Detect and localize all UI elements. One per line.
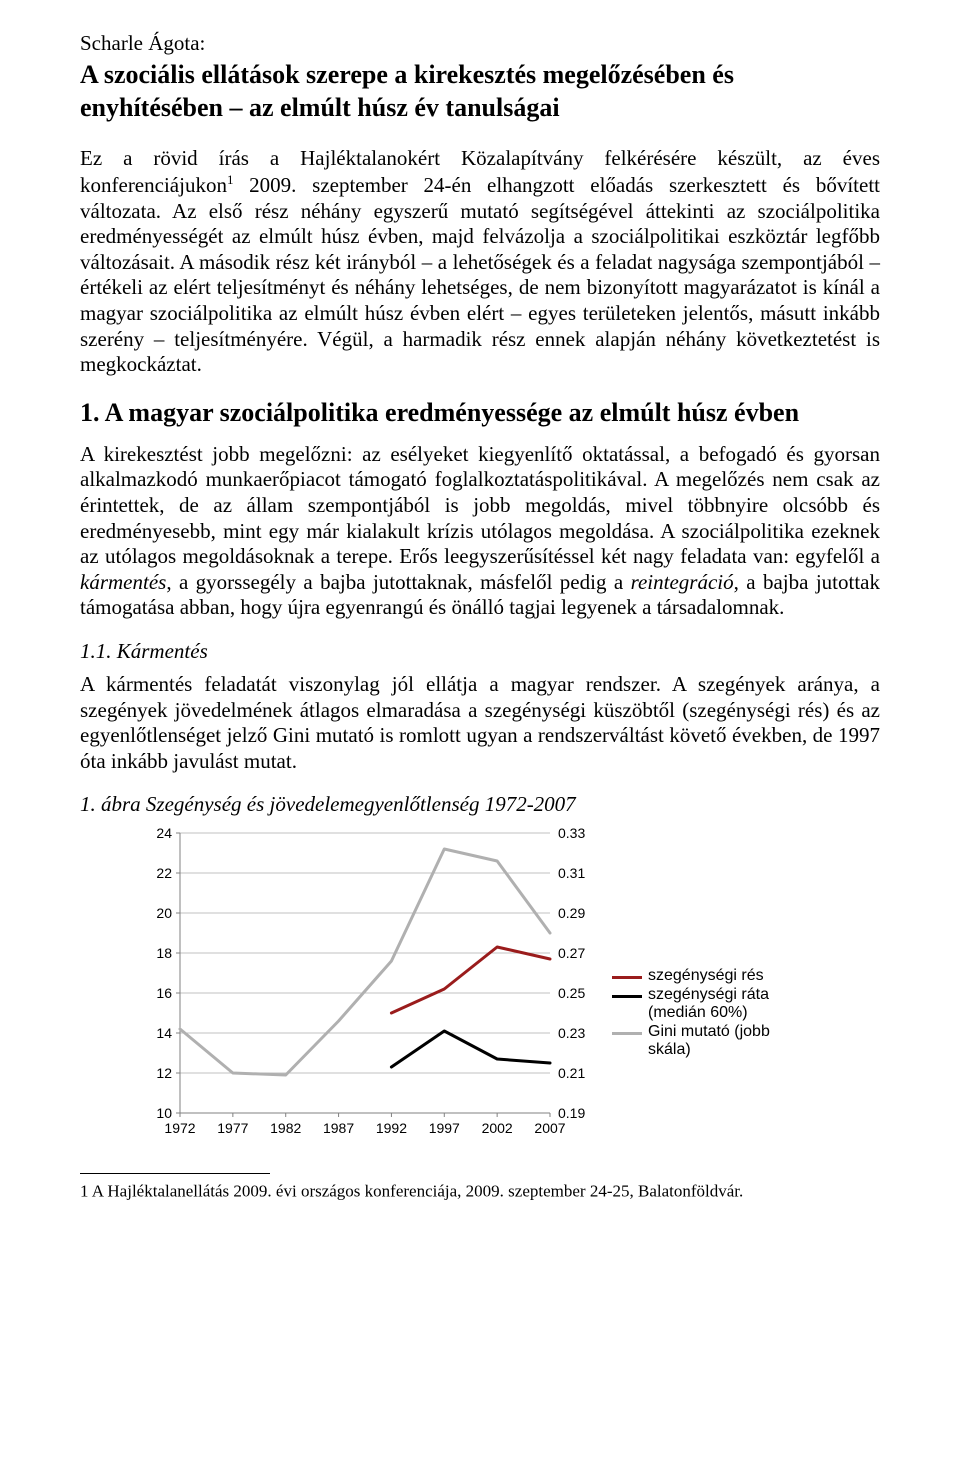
legend-label: szegénységi rés — [648, 967, 764, 985]
svg-text:0.23: 0.23 — [558, 1025, 585, 1041]
svg-text:14: 14 — [156, 1025, 172, 1041]
figure-1-chart-container: 10 12 14 16 18 20 22 24 0.19 0.21 0.23 0.25 0.27 0.29… — [80, 823, 880, 1143]
svg-text:0.21: 0.21 — [558, 1065, 585, 1081]
paper-title: A szociális ellátások szerepe a kirekesz… — [80, 59, 880, 124]
subsection-1-1-heading: 1.1. Kármentés — [80, 639, 880, 664]
legend-label: Gini mutató (jobb skála) — [648, 1023, 778, 1058]
legend-swatch — [612, 995, 642, 998]
svg-text:0.27: 0.27 — [558, 945, 585, 961]
section-1-paragraph: A kirekesztést jobb megelőzni: az esélye… — [80, 442, 880, 621]
legend-label: szegénységi ráta (medián 60%) — [648, 986, 778, 1021]
subsection-1-1-paragraph: A kármentés feladatát viszonylag jól ell… — [80, 672, 880, 774]
svg-text:2002: 2002 — [482, 1120, 513, 1136]
svg-text:1987: 1987 — [323, 1120, 354, 1136]
chart-legend: szegénységi résszegénységi ráta (medián … — [612, 967, 778, 1061]
legend-item: szegénységi ráta (medián 60%) — [612, 986, 778, 1021]
svg-text:22: 22 — [156, 865, 172, 881]
author-line: Scharle Ágota: — [80, 30, 880, 57]
svg-text:2007: 2007 — [534, 1120, 565, 1136]
footnote-1: 1 A Hajléktalanellátás 2009. évi országo… — [80, 1178, 880, 1202]
section-1-heading: 1. A magyar szociálpolitika eredményessé… — [80, 398, 880, 428]
svg-text:0.33: 0.33 — [558, 825, 585, 841]
figure-1-caption: 1. ábra Szegénység és jövedelemegyenlőtl… — [80, 792, 880, 817]
legend-item: szegénységi rés — [612, 967, 778, 985]
svg-text:1997: 1997 — [429, 1120, 460, 1136]
legend-swatch — [612, 976, 642, 979]
svg-text:1982: 1982 — [270, 1120, 301, 1136]
page: Scharle Ágota: A szociális ellátások sze… — [0, 0, 960, 1223]
svg-text:24: 24 — [156, 825, 172, 841]
svg-text:20: 20 — [156, 905, 172, 921]
legend-item: Gini mutató (jobb skála) — [612, 1023, 778, 1058]
footnote-separator — [80, 1173, 270, 1174]
svg-text:1972: 1972 — [164, 1120, 195, 1136]
figure-1-chart: 10 12 14 16 18 20 22 24 0.19 0.21 0.23 0.25 0.27 0.29… — [140, 823, 600, 1143]
svg-text:0.19: 0.19 — [558, 1105, 585, 1121]
svg-text:1992: 1992 — [376, 1120, 407, 1136]
intro-paragraph: Ez a rövid írás a Hajléktalanokért Közal… — [80, 146, 880, 377]
svg-text:10: 10 — [156, 1105, 172, 1121]
svg-text:0.29: 0.29 — [558, 905, 585, 921]
legend-swatch — [612, 1032, 642, 1035]
svg-text:18: 18 — [156, 945, 172, 961]
svg-text:16: 16 — [156, 985, 172, 1001]
svg-text:12: 12 — [156, 1065, 172, 1081]
svg-text:0.25: 0.25 — [558, 985, 585, 1001]
svg-text:1977: 1977 — [217, 1120, 248, 1136]
svg-text:0.31: 0.31 — [558, 865, 585, 881]
